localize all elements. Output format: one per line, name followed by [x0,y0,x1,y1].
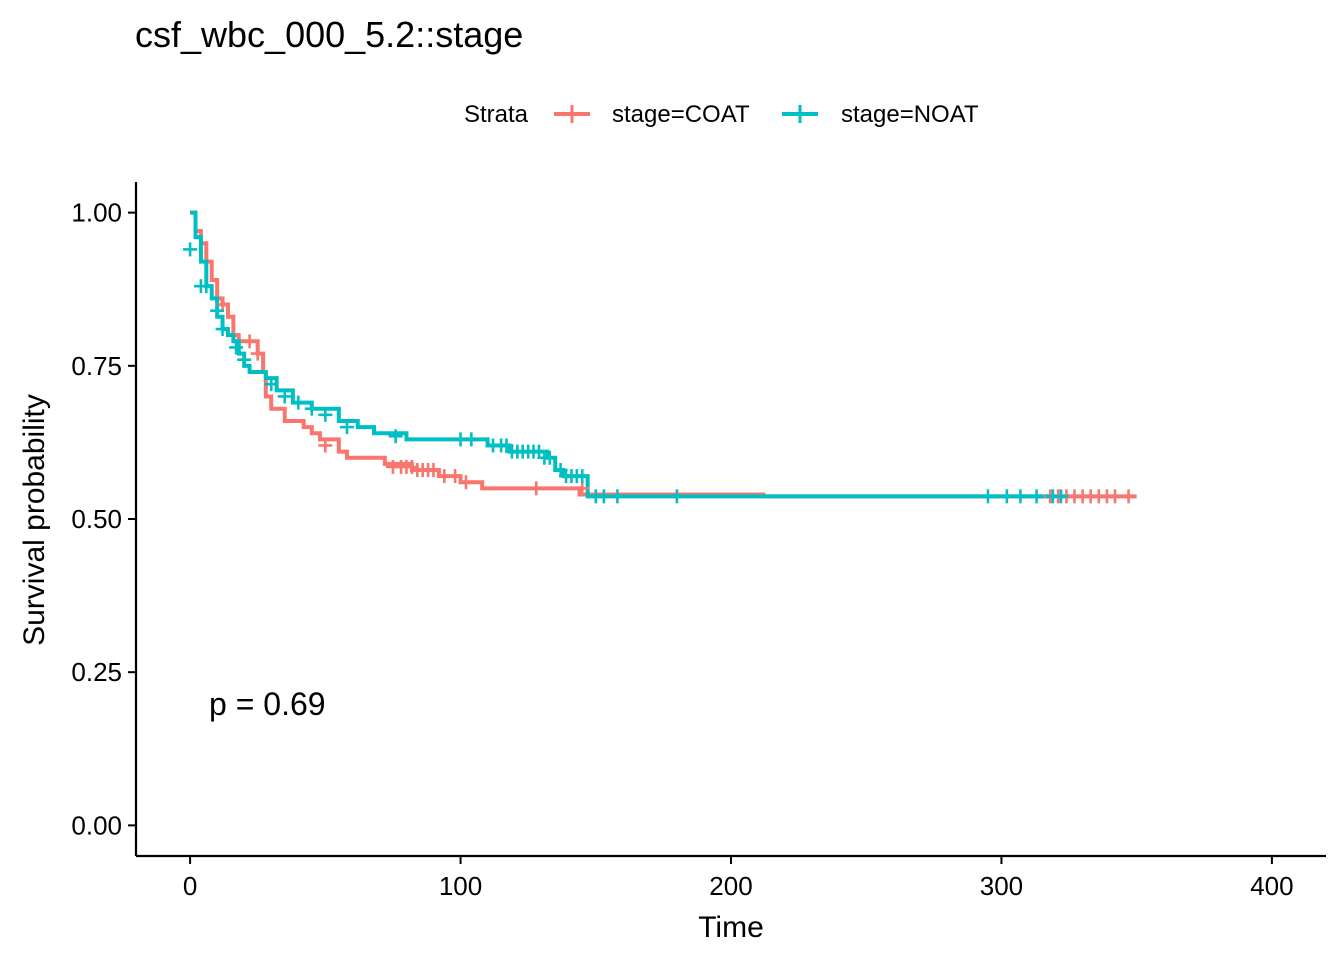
censor-mark [1108,489,1123,504]
censor-mark [339,420,354,435]
censor-mark [1013,489,1028,504]
censor-mark [596,489,611,504]
x-tick-label: 400 [1250,871,1293,901]
plot-lines [190,210,1137,499]
legend-key-noat [782,105,818,123]
survival-curve-noat [190,210,1070,499]
censor-mark [999,489,1014,504]
y-tick-label: 0.00 [71,810,122,840]
legend-label-coat: stage=COAT [612,101,750,128]
censor-mark [199,279,214,294]
censor-mark [183,242,198,257]
censor-mark [215,322,230,337]
chart-title: csf_wbc_000_5.2::stage [135,14,523,55]
survival-curve-coat [190,210,1137,499]
censor-mark [1053,489,1068,504]
axes: 0.00 0.25 0.50 0.75 1.00 0 100 200 300 400 [71,182,1326,901]
censor-mark [388,429,403,444]
censor-mark [464,432,479,447]
y-tick-label: 0.50 [71,504,122,534]
censor-mark [264,377,279,392]
censor-mark [237,352,252,367]
censor-mark [291,395,306,410]
censor-mark [575,481,590,496]
x-tick-label: 100 [439,871,482,901]
censor-mark [575,469,590,484]
y-tick-label: 0.75 [71,351,122,381]
legend: Strata stage=COAT stage=NOAT [464,101,979,128]
x-axis-label: Time [698,911,764,944]
censor-mark [250,346,265,361]
y-axis-label: Survival probability [18,394,51,646]
censor-mark [980,489,995,504]
censor-mark [210,303,225,318]
legend-key-coat [554,105,590,123]
censor-mark [318,438,333,453]
censor-mark [610,489,625,504]
y-tick-label: 0.25 [71,657,122,687]
x-tick-label: 200 [709,871,752,901]
censor-mark [448,469,463,484]
x-tick-label: 0 [183,871,197,901]
censor-mark [1121,489,1136,504]
legend-label-noat: stage=NOAT [841,101,979,128]
censor-mark [1029,489,1044,504]
censor-mark [229,340,244,355]
censor-mark [669,489,684,504]
censor-mark [318,407,333,422]
censor-mark [529,481,544,496]
p-value-annotation: p = 0.69 [209,686,326,722]
censor-mark [542,450,557,465]
legend-title: Strata [464,101,529,128]
censor-mark [304,401,319,416]
x-tick-label: 300 [980,871,1023,901]
censor-mark [242,334,257,349]
censor-mark [458,475,473,490]
censor-mark [277,389,292,404]
censor-mark [426,462,441,477]
plot-censors [183,242,1136,504]
y-tick-label: 1.00 [71,198,122,228]
